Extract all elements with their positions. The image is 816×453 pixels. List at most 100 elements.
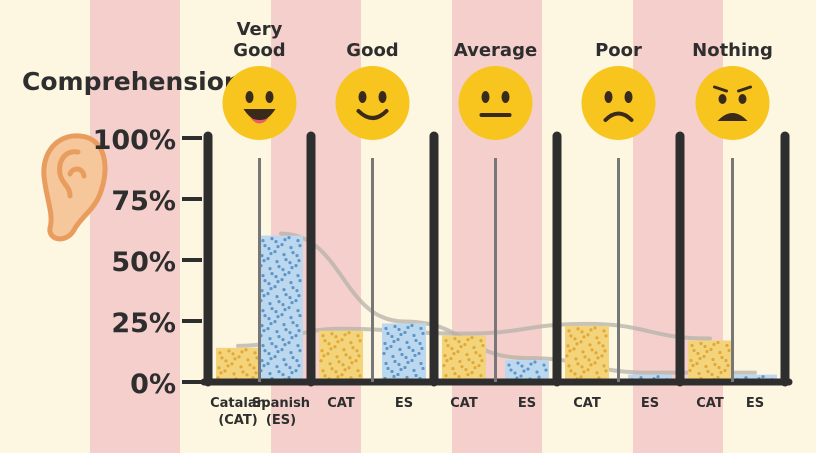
mouth xyxy=(603,111,634,122)
bar-dot xyxy=(274,275,278,279)
bar-dot xyxy=(478,354,482,358)
bar-dot xyxy=(390,369,394,374)
eye xyxy=(378,91,387,103)
bar-dot xyxy=(718,350,722,355)
bar-dot xyxy=(354,359,358,363)
bar-dot xyxy=(319,359,323,363)
bar-dot xyxy=(350,361,354,365)
bar-dot xyxy=(270,307,274,311)
bar-dot xyxy=(274,345,278,349)
bar-dot xyxy=(444,339,448,343)
bar-dot xyxy=(289,281,293,285)
bar-dot xyxy=(603,349,607,353)
bar-dot xyxy=(268,337,272,341)
bar-dot xyxy=(656,375,660,379)
bar-dot xyxy=(704,364,708,369)
chart-title: Comprehension xyxy=(22,67,242,96)
bar-dot xyxy=(237,355,241,359)
bar-dot xyxy=(268,372,272,376)
bar-dot xyxy=(262,329,266,333)
bar-dot xyxy=(296,239,300,243)
bar-dot xyxy=(291,251,295,255)
x-tick-label: (ES) xyxy=(266,413,296,428)
bar-dot xyxy=(698,356,702,361)
bar-dot xyxy=(356,334,360,338)
bar-dot xyxy=(589,363,593,367)
bar-dot xyxy=(284,328,288,332)
bar-dot xyxy=(405,340,409,345)
bar-dot xyxy=(396,337,400,342)
bar-dot xyxy=(385,346,389,351)
bar-dot xyxy=(390,334,394,339)
bar-dot xyxy=(604,369,608,373)
bar-dot xyxy=(261,344,265,348)
bar-dot xyxy=(274,310,278,314)
bar-dot xyxy=(290,266,294,270)
bar-dot xyxy=(593,326,597,330)
bar-dot xyxy=(397,327,401,332)
bar-dot xyxy=(589,328,593,332)
bar-dot xyxy=(403,365,407,370)
bar-dot xyxy=(406,360,410,365)
bar-dot xyxy=(294,264,298,268)
face xyxy=(458,66,533,140)
category-title: Nothing xyxy=(692,40,773,61)
y-tick-label: 75% xyxy=(111,186,176,217)
x-tick-label: (CAT) xyxy=(218,413,257,428)
bar-dot xyxy=(706,369,710,374)
x-tick-label: ES xyxy=(746,396,764,411)
bar-dot xyxy=(290,336,294,340)
bar-dot xyxy=(321,334,325,338)
bar-dot xyxy=(343,333,347,337)
bar-dot xyxy=(283,273,287,277)
bar-dot xyxy=(283,308,287,312)
bar-dot xyxy=(288,261,292,265)
bar-dot xyxy=(569,334,573,338)
bar-dot xyxy=(268,302,272,306)
bar-dot xyxy=(218,351,222,355)
bar-dot xyxy=(219,371,223,375)
bar-dot xyxy=(452,352,456,356)
eye xyxy=(604,91,613,103)
bar-dot xyxy=(291,321,295,325)
bar-dot xyxy=(270,342,274,346)
bar-dot xyxy=(252,366,256,370)
bar-dot xyxy=(266,362,270,366)
bar-dot xyxy=(296,344,300,348)
bar-dot xyxy=(281,303,285,307)
bar-dot xyxy=(321,369,325,373)
bar-dot xyxy=(280,313,284,317)
bar-dot xyxy=(389,344,393,349)
bar-dot xyxy=(269,252,273,256)
y-tick-label: 100% xyxy=(93,125,176,156)
bar-dot xyxy=(526,367,530,371)
bar-dot xyxy=(275,365,279,369)
bar-dot xyxy=(474,351,478,355)
x-tick-label: Catalan xyxy=(210,396,266,411)
bar-dot xyxy=(291,286,295,290)
bars xyxy=(216,235,777,384)
bar-dot xyxy=(449,357,453,361)
bar-dot xyxy=(406,325,410,330)
bar xyxy=(259,235,303,384)
bar-dot xyxy=(582,335,586,339)
face xyxy=(581,66,656,140)
bar-dot xyxy=(283,238,287,242)
bar-dot xyxy=(357,354,361,358)
bar-dot xyxy=(273,320,277,324)
bar-dot xyxy=(403,330,407,335)
bar-dot xyxy=(451,367,455,371)
bar-dot xyxy=(716,340,720,345)
bar-dot xyxy=(295,359,299,363)
bar-dot xyxy=(261,274,265,278)
bar-dot xyxy=(220,356,224,360)
bar-dot xyxy=(224,359,228,363)
bar-dot xyxy=(326,352,330,356)
bar-dot xyxy=(355,349,359,353)
bar-dot xyxy=(396,372,400,377)
bar-dot xyxy=(266,292,270,296)
bar-dot xyxy=(710,372,714,377)
bar-dot xyxy=(358,339,362,343)
bar-dot xyxy=(239,365,243,369)
bar-dot xyxy=(334,370,338,374)
